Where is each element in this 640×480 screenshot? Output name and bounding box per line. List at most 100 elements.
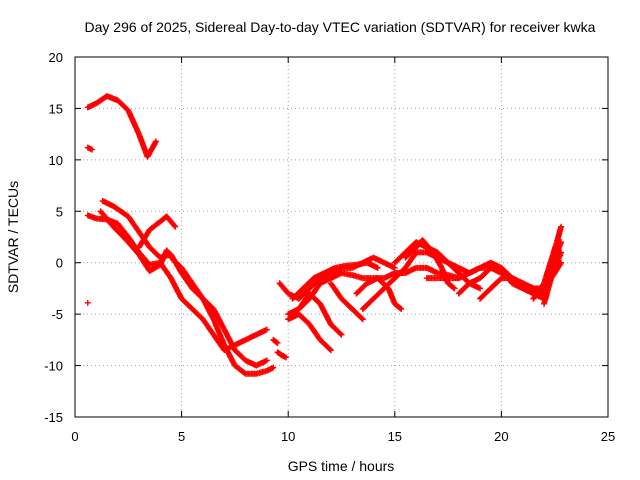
- data-point-trail: [86, 145, 94, 152]
- data-point-trail: [339, 296, 355, 311]
- data-point-trail: [446, 281, 457, 291]
- data-point: [391, 264, 398, 271]
- data-point: [338, 331, 345, 338]
- plot-frame: [74, 56, 609, 418]
- data-point-trail: [211, 307, 227, 332]
- series-arc-2: [84, 144, 96, 153]
- data-point: [558, 223, 565, 230]
- y-axis-label: SDTVAR / TECUs: [5, 181, 21, 293]
- series-arc-3: [84, 299, 91, 306]
- y-tick-label: 20: [49, 50, 63, 65]
- data-point: [398, 306, 405, 312]
- data-point-trail: [392, 250, 408, 265]
- y-tick-label: 5: [56, 204, 63, 219]
- data-point-trail: [456, 281, 472, 296]
- x-tick-label: 15: [388, 429, 402, 444]
- data-point-trail: [179, 271, 195, 291]
- data-point-trail: [275, 350, 284, 358]
- x-tick-label: 5: [178, 429, 185, 444]
- data-point-trail: [222, 327, 238, 352]
- series-arc-13: [285, 311, 334, 354]
- y-tick-label: 15: [49, 101, 63, 116]
- data-point: [89, 146, 96, 153]
- data-point-trail: [554, 225, 564, 244]
- tick-labels: 0 5 10 15 20 25 -15 -10 -5 0 5 10 15 20: [44, 50, 615, 444]
- x-tick-label: 10: [281, 429, 295, 444]
- series-arc-4: [84, 212, 270, 354]
- data-point-trail: [290, 286, 306, 301]
- data-point-trail: [382, 276, 397, 291]
- data-point-trail: [233, 348, 248, 363]
- series-arc-6: [97, 208, 277, 377]
- data-point-trail: [168, 276, 184, 301]
- x-tick-label: 25: [601, 429, 615, 444]
- data-point-trail: [271, 337, 280, 346]
- data-point-trail: [488, 276, 504, 291]
- data-point-trail: [296, 291, 312, 311]
- data-point-trail: [179, 266, 195, 285]
- data-point-trail: [145, 139, 159, 159]
- data-point: [283, 354, 290, 361]
- data-point-trail: [328, 281, 344, 301]
- data-point-trail: [98, 209, 116, 229]
- data-point: [84, 299, 91, 306]
- data-point-trail: [537, 276, 551, 296]
- data-point-trail: [435, 250, 450, 265]
- data-point-trail: [126, 214, 142, 234]
- data-point-trail: [115, 221, 131, 239]
- data-points: [84, 93, 565, 377]
- data-point-trail: [317, 302, 334, 327]
- series-arc-25: [541, 249, 565, 307]
- data-point-trail: [541, 271, 556, 306]
- data-point-trail: [211, 333, 227, 352]
- series-arc-14: [295, 290, 345, 338]
- data-point-trail: [200, 297, 216, 321]
- data-point-trail: [125, 108, 142, 136]
- data-point-trail: [307, 291, 323, 306]
- data-point: [519, 285, 526, 292]
- data-point: [172, 223, 179, 230]
- data-point-trail: [360, 296, 376, 311]
- series-arc-18: [391, 239, 484, 292]
- data-point-trail: [478, 286, 493, 301]
- data-point-trail: [164, 248, 176, 262]
- y-tick-label: 10: [49, 153, 63, 168]
- series-arc-12: [289, 259, 381, 302]
- data-point-trail: [233, 363, 248, 376]
- data-point: [359, 316, 366, 323]
- data-point-trail: [147, 219, 163, 232]
- data-point-trail: [392, 265, 408, 281]
- data-point: [263, 357, 270, 364]
- x-tick-label: 0: [71, 429, 78, 444]
- data-point-trail: [328, 322, 344, 337]
- data-point: [558, 239, 565, 246]
- y-tick-label: -15: [44, 410, 63, 425]
- data-point-trail: [171, 257, 184, 270]
- series-arc-11: [285, 264, 462, 318]
- data-point-trail: [190, 307, 205, 322]
- data-point-trail: [111, 204, 131, 219]
- data-point-trail: [86, 101, 98, 110]
- data-point-trail: [148, 262, 162, 274]
- data-point-trail: [126, 240, 141, 257]
- data-point-trail: [350, 307, 365, 322]
- series-arc-7: [135, 213, 179, 251]
- y-tick-label: 0: [56, 256, 63, 271]
- data-point: [263, 326, 270, 333]
- data-point-trail: [420, 238, 436, 255]
- data-point-trail: [307, 276, 323, 291]
- data-point-trail: [111, 224, 131, 244]
- data-point-trail: [354, 281, 369, 296]
- y-tick-label: -10: [44, 359, 63, 374]
- data-point: [153, 138, 160, 145]
- data-point: [374, 264, 381, 271]
- data-point-trail: [307, 322, 323, 342]
- data-point-trail: [222, 343, 238, 368]
- data-point: [477, 285, 484, 292]
- chart-title: Day 296 of 2025, Sidereal Day-to-day VTE…: [85, 19, 596, 35]
- series-arc-8: [270, 336, 281, 346]
- data-point: [270, 364, 277, 371]
- data-point-trail: [277, 281, 291, 296]
- data-point-trail: [296, 312, 312, 327]
- data-point-trail: [430, 250, 444, 270]
